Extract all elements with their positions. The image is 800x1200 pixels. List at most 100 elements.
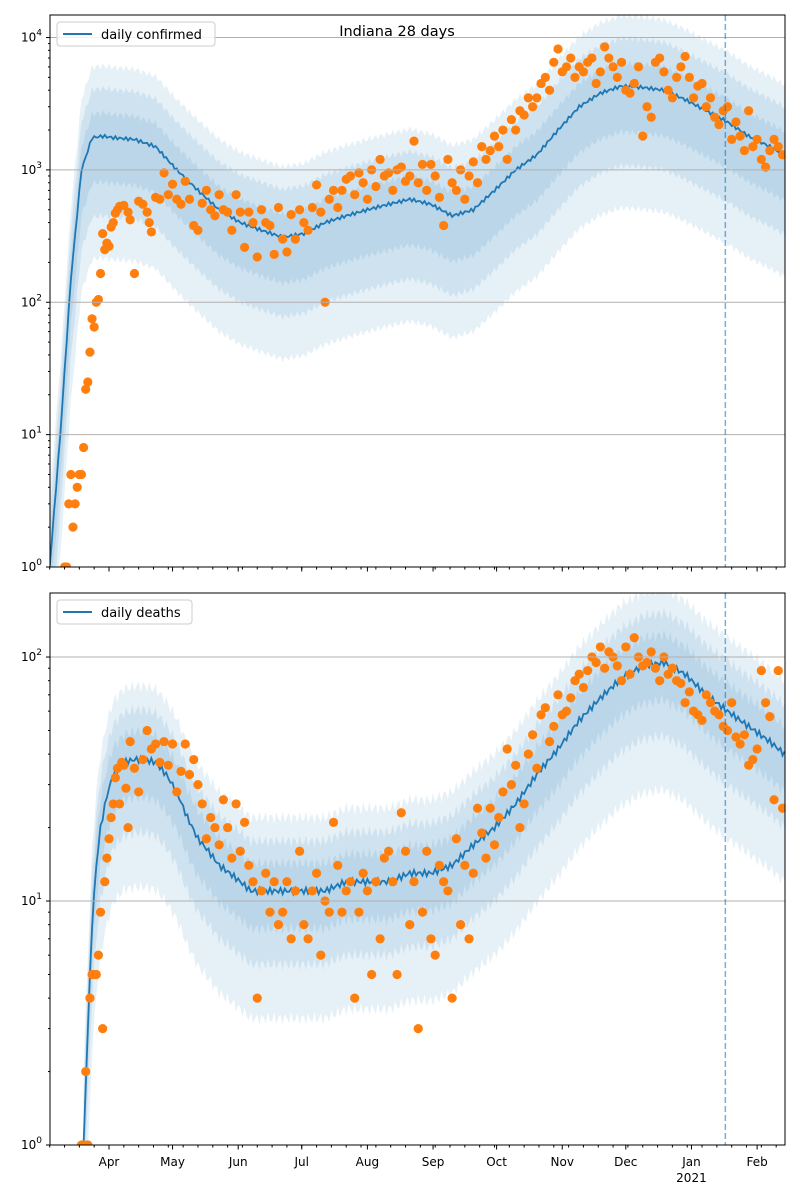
observed-point (125, 215, 135, 225)
observed-point (235, 846, 245, 856)
observed-point (93, 294, 104, 305)
observed-point (489, 840, 500, 850)
observed-point (151, 739, 161, 749)
ytick-label: 102 (21, 648, 42, 664)
observed-point (511, 125, 521, 135)
observed-point (409, 136, 419, 146)
observed-point (375, 934, 385, 944)
observed-point (477, 141, 487, 152)
observed-point (350, 190, 360, 200)
observed-point (519, 110, 529, 120)
observed-point (282, 247, 292, 257)
observed-point (578, 682, 589, 693)
observed-point (324, 907, 334, 917)
observed-point (477, 828, 487, 838)
observed-point (676, 62, 686, 72)
observed-point (333, 860, 343, 870)
observed-point (430, 171, 440, 181)
observed-point (744, 106, 754, 116)
observed-point (70, 499, 80, 509)
observed-point (121, 783, 131, 793)
observed-point (76, 469, 87, 480)
ytick-label: 104 (21, 29, 42, 45)
observed-point (739, 730, 750, 740)
observed-point (714, 710, 724, 720)
observed-point (193, 225, 203, 235)
observed-point (532, 763, 542, 773)
observed-point (129, 763, 140, 773)
legend: daily deaths (56, 599, 193, 625)
observed-point (464, 934, 474, 944)
observed-point (455, 920, 466, 930)
observed-point (72, 482, 82, 492)
observed-point (451, 834, 461, 844)
observed-point (413, 178, 423, 188)
observed-point (307, 886, 317, 896)
observed-point (172, 787, 182, 797)
observed-point (523, 93, 533, 103)
observed-point (612, 72, 622, 82)
observed-point (197, 198, 207, 208)
observed-point (727, 698, 737, 708)
observed-point (142, 207, 152, 217)
observed-point (159, 737, 169, 747)
observed-point (85, 347, 95, 357)
observed-point (633, 62, 644, 72)
observed-point (680, 51, 690, 62)
observed-point (265, 907, 275, 917)
observed-point (655, 676, 665, 686)
observed-point (371, 877, 381, 887)
observed-point (773, 141, 783, 152)
observed-point (235, 207, 245, 217)
observed-point (62, 562, 72, 567)
observed-point (748, 754, 758, 765)
observed-point (89, 322, 99, 332)
observed-point (439, 220, 449, 231)
xtick-label: Sep (422, 1155, 445, 1169)
observed-point (422, 846, 432, 856)
observed-point (460, 860, 470, 870)
observed-point (273, 202, 284, 213)
observed-point (303, 225, 313, 235)
observed-point (214, 840, 224, 850)
observed-point (93, 950, 104, 960)
observed-point (337, 185, 347, 196)
observed-point (777, 803, 785, 813)
observed-point (206, 812, 216, 823)
observed-point (248, 217, 258, 228)
observed-point (549, 721, 559, 731)
observed-point (616, 57, 627, 67)
observed-point (400, 846, 411, 856)
observed-point (472, 803, 483, 813)
observed-point (110, 773, 120, 783)
axes-frame (49, 14, 786, 568)
observed-point (290, 234, 300, 244)
observed-point (201, 185, 212, 196)
legend: daily confirmed (56, 21, 216, 47)
observed-point (561, 706, 572, 716)
observed-point (705, 698, 716, 708)
observed-point (362, 194, 372, 204)
observed-point (710, 112, 720, 122)
observed-point (269, 249, 279, 259)
observed-point (472, 178, 483, 188)
observed-point (604, 53, 614, 63)
observed-point (684, 687, 694, 697)
observed-point (722, 102, 733, 112)
observed-point (176, 199, 186, 209)
observed-point (299, 920, 309, 930)
observed-point (731, 117, 741, 127)
observed-point (591, 657, 601, 668)
observed-point (498, 787, 508, 797)
observed-point (114, 799, 125, 809)
observed-point (553, 690, 563, 700)
observed-point (98, 229, 108, 239)
observed-point (227, 225, 237, 235)
observed-point (142, 725, 152, 736)
observed-point (244, 860, 254, 870)
observed-point (197, 799, 207, 809)
confidence-band-2 (50, 15, 785, 567)
xtick-label: Jan (681, 1155, 701, 1169)
observed-point (252, 252, 262, 262)
median-line (82, 657, 785, 1144)
